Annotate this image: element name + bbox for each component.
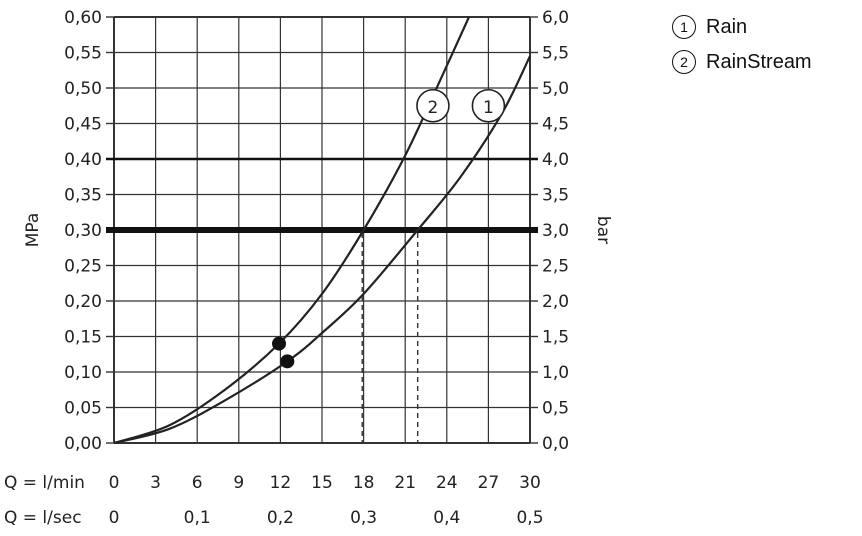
x-axis-label-lmin: Q = l/min [4, 473, 85, 493]
y-right-tick-label: 6,0 [542, 8, 569, 28]
x-tick-label-lmin: 18 [353, 473, 375, 493]
curve-1-tag-label: 1 [483, 98, 494, 118]
y-right-tick-label: 0,5 [542, 399, 569, 419]
x-tick-label-lmin: 12 [270, 473, 292, 493]
y-left-tick-label: 0,60 [64, 8, 102, 28]
y-right-tick-label: 4,5 [542, 115, 569, 135]
curves: 12 [113, 16, 531, 445]
x-tick-label-lmin: 15 [311, 473, 333, 493]
legend-label-rainstream: RainStream [706, 51, 812, 73]
curve-2-tag [416, 88, 450, 123]
x-tick-label-lmin: 9 [233, 473, 244, 493]
x-axis-label-lsec: Q = l/sec [4, 508, 82, 528]
x-tick-label-lmin: 24 [436, 473, 458, 493]
y-left-tick-label: 0,40 [64, 150, 102, 170]
x-tick-label-lmin: 0 [109, 473, 120, 493]
curve-2-dot [272, 336, 287, 351]
x-tick-label-lsec: 0,2 [267, 508, 294, 528]
y-left-tick-label: 0,15 [64, 328, 102, 348]
curve-1-tag [471, 88, 506, 123]
x-tick-label-lsec: 0,4 [433, 508, 460, 528]
curve-2-tag-label: 2 [428, 98, 439, 118]
x-tick-label-lsec: 0,1 [184, 508, 211, 528]
legend-label-rain: Rain [706, 16, 748, 38]
y-left-tick-label: 0,50 [64, 79, 102, 99]
x-tick-label-lmin: 30 [519, 473, 541, 493]
y-left-tick-label: 0,25 [64, 257, 102, 277]
x-tick-label-lmin: 27 [478, 473, 500, 493]
legend-item-rain: 1 Rain [672, 10, 812, 45]
y-right-tick-label: 4,0 [542, 150, 569, 170]
x-tick-label-lmin: 3 [150, 473, 161, 493]
y-right-tick-label: 1,0 [542, 363, 569, 383]
curve-1-dot [280, 354, 295, 369]
legend-item-rainstream: 2 RainStream [672, 45, 812, 80]
legend-marker-2: 2 [672, 50, 696, 74]
y-right-tick-label: 5,0 [542, 79, 569, 99]
y-right-tick-label: 0,0 [542, 434, 569, 454]
y-right-axis-label: bar [593, 216, 613, 244]
legend-marker-1: 1 [672, 15, 696, 39]
y-left-axis-label: MPa [23, 213, 43, 248]
y-right-tick-label: 1,5 [542, 328, 569, 348]
legend: 1 Rain 2 RainStream [672, 10, 812, 80]
y-right-tick-label: 2,0 [542, 292, 569, 312]
x-tick-label-lsec: 0,5 [516, 508, 543, 528]
y-left-tick-label: 0,45 [64, 115, 102, 135]
y-left-tick-label: 0,55 [64, 44, 102, 64]
y-left-tick-label: 0,05 [64, 399, 102, 419]
y-right-tick-label: 3,0 [542, 221, 569, 241]
x-tick-label-lmin: 6 [192, 473, 203, 493]
tick-labels: 0,000,050,100,150,200,250,300,350,400,45… [64, 8, 569, 528]
grid [106, 16, 538, 444]
y-right-tick-label: 5,5 [542, 44, 569, 64]
curve-1-line [113, 55, 531, 445]
y-right-tick-label: 3,5 [542, 186, 569, 206]
y-left-tick-label: 0,10 [64, 363, 102, 383]
x-tick-label-lsec: 0 [109, 508, 120, 528]
x-tick-label-lsec: 0,3 [350, 508, 377, 528]
y-left-tick-label: 0,30 [64, 221, 102, 241]
y-left-tick-label: 0,00 [64, 434, 102, 454]
y-right-tick-label: 2,5 [542, 257, 569, 277]
y-left-tick-label: 0,35 [64, 186, 102, 206]
y-left-tick-label: 0,20 [64, 292, 102, 312]
x-tick-label-lmin: 21 [394, 473, 416, 493]
